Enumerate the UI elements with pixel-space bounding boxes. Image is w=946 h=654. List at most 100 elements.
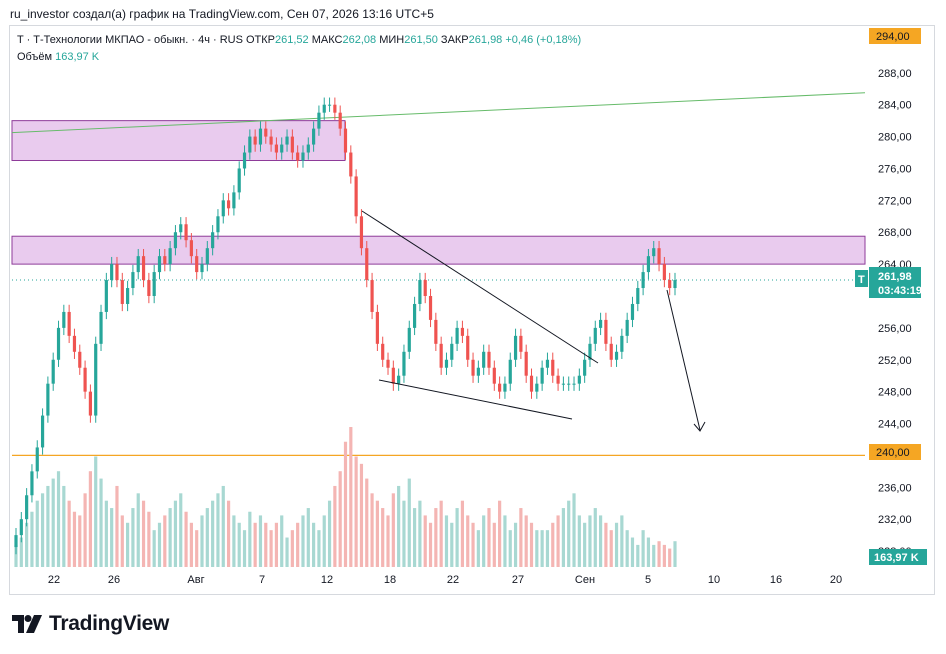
y-axis-tick-label: 236,00 xyxy=(878,482,912,494)
y-axis-tick-label: 232,00 xyxy=(878,514,912,526)
candle-body xyxy=(94,343,98,416)
chart-frame[interactable] xyxy=(9,25,935,595)
volume-bar xyxy=(312,522,316,567)
volume-bar xyxy=(88,471,92,567)
volume-bar xyxy=(583,522,587,567)
candle-body xyxy=(370,280,374,312)
top-price-badge-bg xyxy=(869,28,921,44)
candle-body xyxy=(290,136,294,153)
candle-body xyxy=(14,535,18,548)
candle-body xyxy=(609,343,613,360)
tradingview-logo[interactable]: TradingView xyxy=(12,612,169,636)
candle-body xyxy=(561,383,565,385)
candle-body xyxy=(232,192,236,209)
candle-body xyxy=(556,375,560,384)
candle-body xyxy=(242,152,247,169)
volume-bar xyxy=(179,493,183,567)
candle-body xyxy=(30,471,34,496)
candle-body xyxy=(258,128,263,145)
candle-body xyxy=(72,335,77,352)
volume-bar xyxy=(67,500,71,567)
volume-bar xyxy=(466,515,470,567)
volume-bar xyxy=(274,522,279,567)
volume-bar xyxy=(280,515,284,567)
candle-body xyxy=(407,327,411,352)
y-axis-tick-label: 248,00 xyxy=(878,387,912,399)
wedge-line xyxy=(361,210,599,364)
x-axis-tick-label: Авг xyxy=(187,574,204,586)
volume-bar xyxy=(657,541,661,567)
y-axis-tick-label: 244,00 xyxy=(878,419,912,431)
volume-bar xyxy=(492,522,496,567)
volume-bar xyxy=(189,522,193,567)
candle-body xyxy=(625,319,629,336)
candle-body xyxy=(349,152,353,177)
candle-body xyxy=(46,383,50,416)
volume-bar xyxy=(110,508,114,567)
volume-bar xyxy=(317,530,321,567)
volume-bar xyxy=(104,500,108,567)
x-axis-tick-label: 20 xyxy=(830,574,842,586)
volume-bar xyxy=(46,485,50,567)
volume-bar xyxy=(423,515,427,567)
candle-body xyxy=(179,224,183,233)
volume-bar xyxy=(625,530,629,567)
candle-body xyxy=(476,367,480,376)
candle-body xyxy=(503,383,507,392)
high-label: МАКС xyxy=(311,34,343,46)
candle-body xyxy=(205,248,209,265)
volume-badge-bg xyxy=(869,549,927,565)
candle-body xyxy=(397,375,401,384)
last-price-badge-bg xyxy=(869,267,921,298)
candle-body xyxy=(630,303,635,320)
y-axis-tick-label: 272,00 xyxy=(878,195,912,207)
candle-body xyxy=(35,447,39,472)
volume-bar xyxy=(296,522,300,567)
candle-body xyxy=(428,296,433,320)
candle-body xyxy=(434,319,438,344)
volume-bar xyxy=(604,522,608,567)
candle-body xyxy=(567,383,571,385)
resistance-zone xyxy=(11,120,346,161)
volume-bar xyxy=(83,493,87,567)
volume-bar xyxy=(561,508,565,567)
volume-bar xyxy=(397,485,401,567)
candle-body xyxy=(168,248,172,265)
volume-bar xyxy=(482,515,486,567)
x-axis-tick-label: 12 xyxy=(321,574,333,586)
wedge-line xyxy=(378,379,573,420)
resistance-zone xyxy=(11,235,866,265)
volume-bar xyxy=(593,508,597,567)
candle-body xyxy=(498,383,502,392)
volume-bar xyxy=(535,530,539,567)
candle-body xyxy=(583,359,587,376)
volume-bar xyxy=(460,500,465,567)
volume-bar xyxy=(386,515,390,567)
candle-body xyxy=(668,280,672,289)
volume-bar xyxy=(333,485,337,567)
volume-bar xyxy=(173,500,178,567)
candle-body xyxy=(657,248,661,265)
x-axis-tick-label: 22 xyxy=(447,574,459,586)
volume-bar xyxy=(412,508,417,567)
chart-attribution: ru_investor создал(а) график на TradingV… xyxy=(10,7,434,21)
x-axis-tick-label: Сен xyxy=(575,574,595,586)
candle-body xyxy=(354,176,358,217)
candle-body xyxy=(237,168,241,193)
volume-bar xyxy=(120,515,124,567)
candle-body xyxy=(51,359,55,384)
candle-body xyxy=(636,288,640,304)
volume-bar xyxy=(513,522,518,567)
volume-bar xyxy=(370,493,374,567)
volume-bar xyxy=(72,511,77,567)
candle-body xyxy=(306,144,310,153)
volume-bar xyxy=(126,522,130,567)
volume-bar xyxy=(524,515,528,567)
candle-body xyxy=(365,248,369,281)
candle-body xyxy=(317,112,321,129)
y-axis-tick-label: 284,00 xyxy=(878,100,912,112)
volume-bar xyxy=(322,515,326,567)
volume-bar xyxy=(290,530,294,567)
low-label: МИН xyxy=(379,34,405,46)
